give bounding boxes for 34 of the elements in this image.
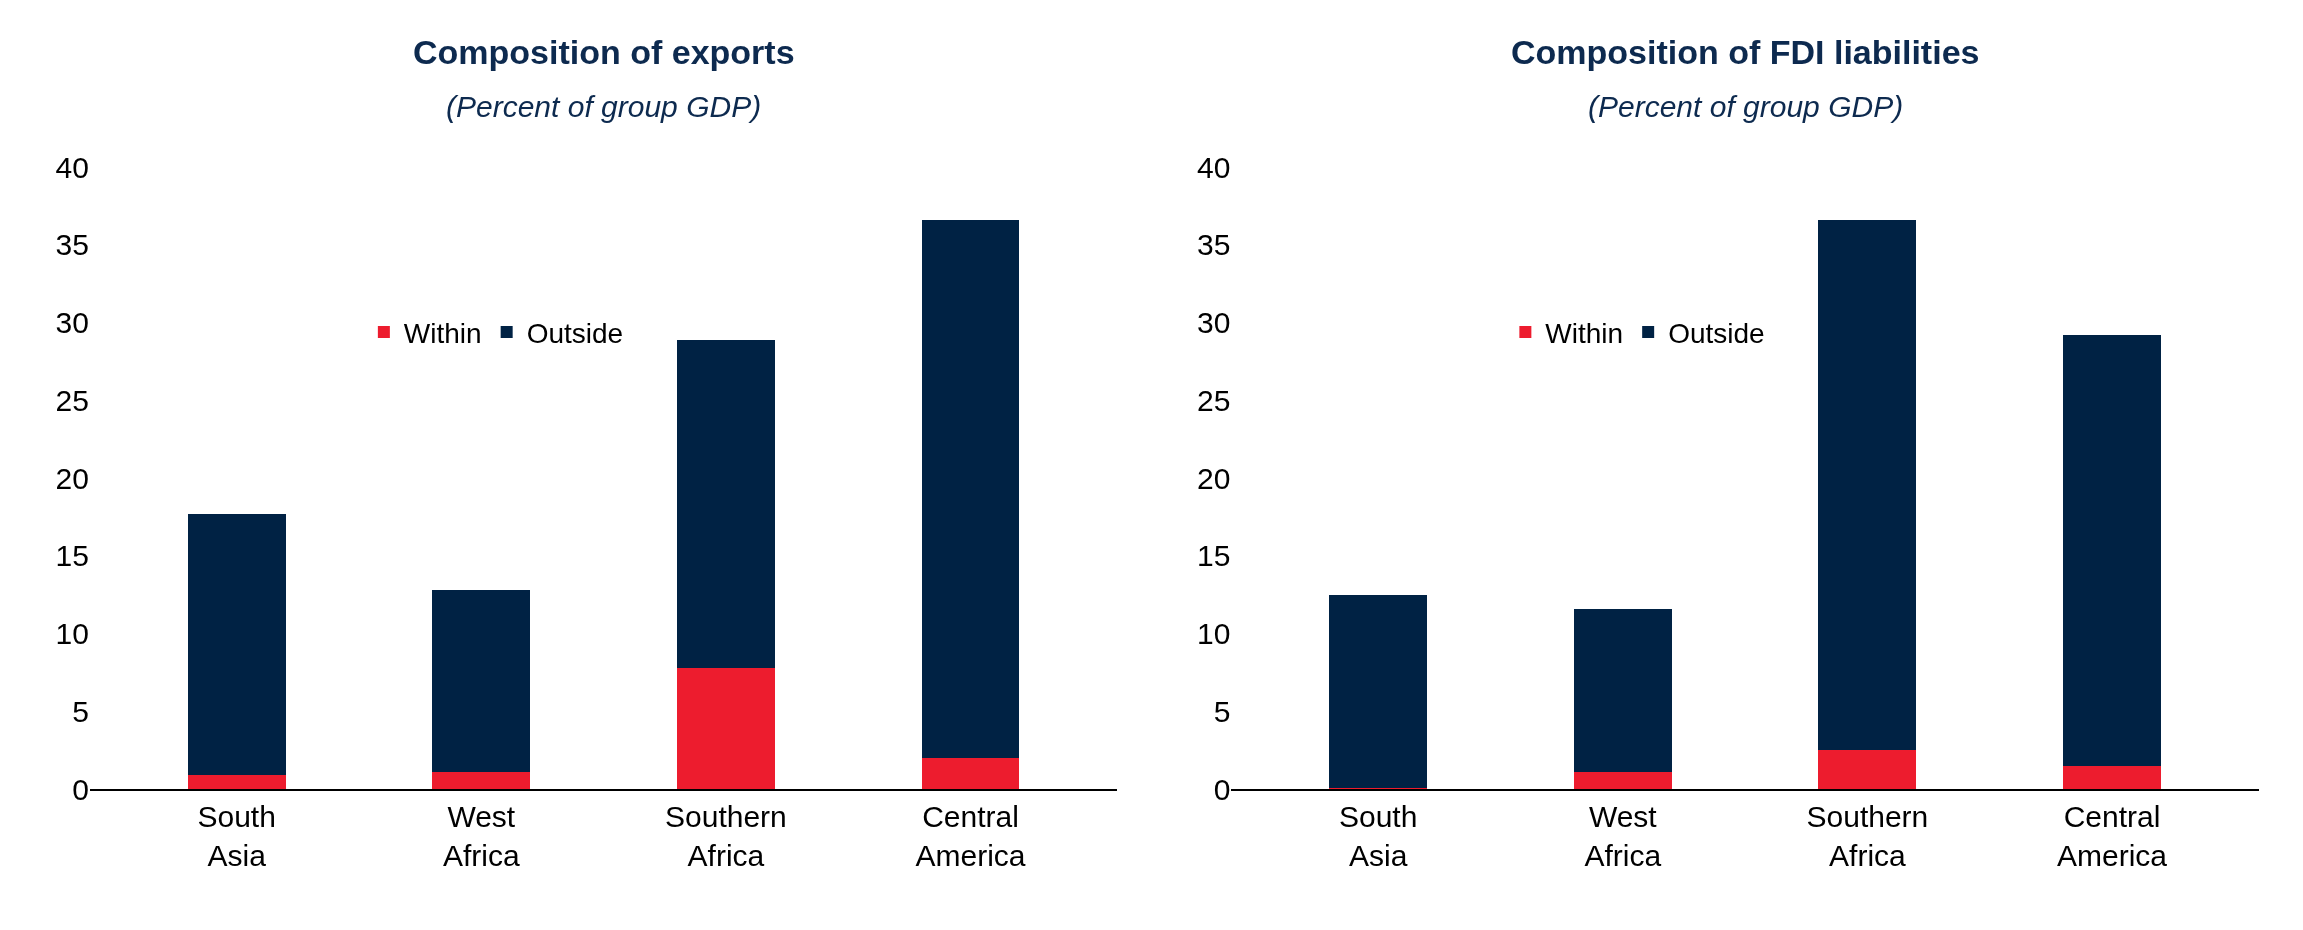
legend-label: Within	[403, 317, 482, 349]
y-tick-label: 15	[1197, 539, 1231, 573]
legend-label: Outside	[1668, 317, 1765, 349]
y-tick-label: 10	[55, 617, 89, 651]
y-tick-label: 20	[1197, 461, 1231, 495]
x-tick-label: West Africa	[442, 800, 520, 873]
legend-label: Within	[1545, 317, 1624, 349]
y-tick-label: 0	[72, 772, 89, 806]
y-tick-label: 20	[55, 461, 89, 495]
y-tick-label: 30	[1197, 306, 1231, 340]
legend-label: Outside	[526, 317, 624, 349]
x-tick-label: South Asia	[1338, 800, 1418, 873]
x-tick-label: Central America	[2056, 800, 2168, 873]
chart-subtitle: (Percent of group GDP)	[446, 90, 762, 123]
chart-subtitle: (Percent of group GDP)	[1588, 90, 1904, 123]
y-tick-label: 30	[55, 306, 89, 340]
y-tick-label: 35	[1197, 228, 1231, 262]
x-tick-label: South Asia	[197, 800, 276, 873]
y-tick-label: 5	[1213, 694, 1231, 728]
x-tick-label: Central America	[915, 800, 1026, 873]
y-tick-label: 35	[55, 228, 89, 262]
x-tick-label: West Africa	[1584, 800, 1662, 873]
y-tick-label: 10	[1197, 617, 1231, 651]
y-tick-label: 0	[1213, 772, 1231, 806]
y-tick-label: 40	[55, 150, 89, 184]
x-tick-label: Southern Africa	[665, 800, 787, 873]
y-tick-label: 40	[1197, 150, 1231, 184]
y-tick-label: 25	[1197, 383, 1231, 417]
y-tick-label: 15	[55, 539, 89, 573]
y-tick-label: 5	[72, 694, 89, 728]
y-tick-label: 25	[55, 383, 89, 417]
x-tick-label: Southern Africa	[1806, 800, 1929, 873]
chart-title: Composition of exports	[413, 33, 795, 71]
chart-title: Composition of FDI liabilities	[1511, 33, 1980, 71]
